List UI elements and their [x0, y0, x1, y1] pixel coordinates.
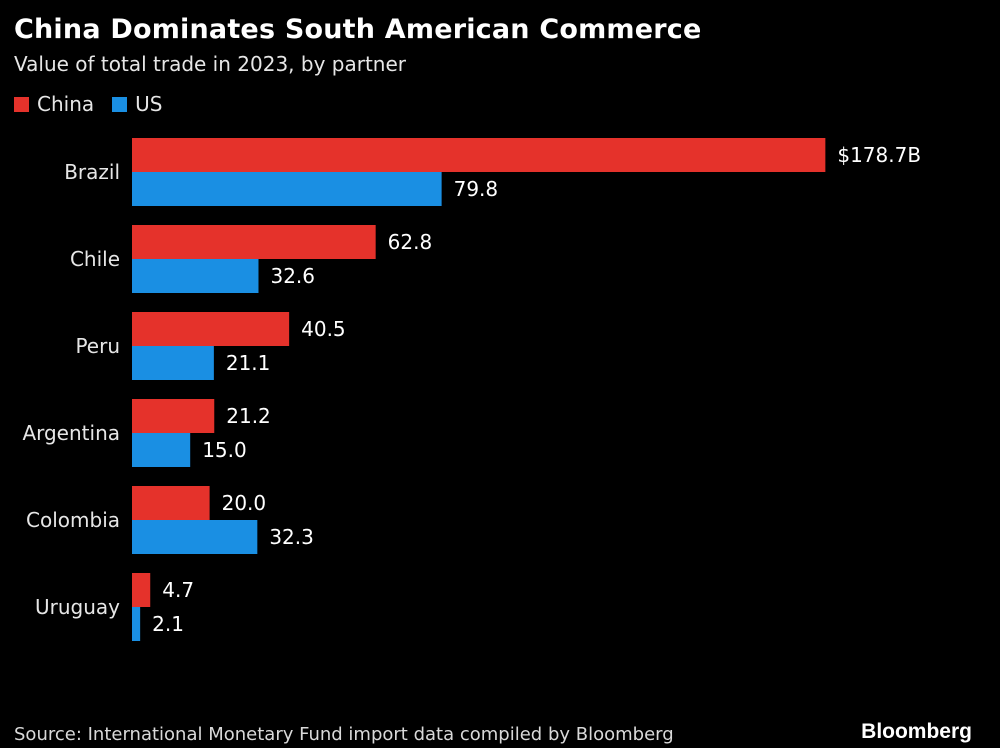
bar-us-colombia [132, 520, 258, 554]
bar-china-peru [132, 312, 290, 346]
bar-us-uruguay [132, 607, 141, 641]
data-label-china-argentina: 21.2 [226, 404, 271, 428]
data-label-us-chile: 32.6 [270, 264, 315, 288]
bar-china-uruguay [132, 573, 151, 607]
bar-china-chile [132, 225, 376, 259]
legend: China US [14, 92, 162, 116]
category-label-argentina: Argentina [22, 421, 120, 445]
legend-swatch-us [112, 96, 128, 112]
legend-item-china: China [14, 92, 94, 116]
bar-china-argentina [132, 399, 215, 433]
bar-us-brazil [132, 172, 442, 206]
chart-subtitle: Value of total trade in 2023, by partner [14, 52, 406, 76]
data-label-us-argentina: 15.0 [202, 438, 247, 462]
bar-us-argentina [132, 433, 191, 467]
bar-china-colombia [132, 486, 210, 520]
brand-logo: Bloomberg [861, 720, 972, 743]
data-label-us-colombia: 32.3 [269, 525, 314, 549]
category-label-colombia: Colombia [26, 508, 120, 532]
data-label-china-brazil: $178.7B [837, 143, 921, 167]
legend-swatch-china [14, 96, 29, 112]
bar-us-chile [132, 259, 259, 293]
bar-china-brazil [132, 138, 826, 172]
data-label-us-brazil: 79.8 [454, 177, 499, 201]
data-label-china-chile: 62.8 [388, 230, 433, 254]
category-label-brazil: Brazil [64, 160, 120, 184]
legend-label-china: China [37, 92, 95, 116]
data-label-china-uruguay: 4.7 [162, 578, 194, 602]
category-label-uruguay: Uruguay [35, 595, 120, 619]
legend-label-us: US [135, 92, 163, 116]
category-label-peru: Peru [75, 334, 120, 358]
data-label-us-uruguay: 2.1 [152, 612, 184, 636]
source-note: Source: International Monetary Fund impo… [14, 724, 674, 745]
category-label-chile: Chile [70, 247, 120, 271]
legend-item-us: US [112, 92, 162, 116]
data-label-china-peru: 40.5 [301, 317, 346, 341]
bar-us-peru [132, 346, 214, 380]
data-label-china-colombia: 20.0 [222, 491, 267, 515]
chart-title: China Dominates South American Commerce [14, 14, 702, 45]
data-label-us-peru: 21.1 [226, 351, 271, 375]
